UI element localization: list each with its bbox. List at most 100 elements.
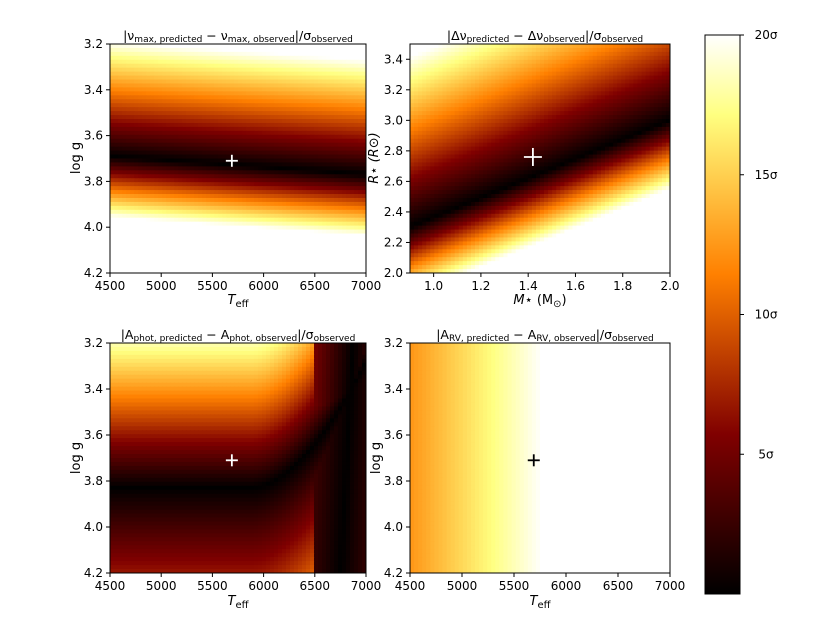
heat-cell	[330, 261, 335, 266]
heat-cell	[122, 67, 127, 73]
heat-cell	[310, 245, 315, 250]
heat-cell	[198, 158, 203, 164]
heat-cell	[182, 134, 187, 140]
heat-cell	[166, 95, 171, 100]
heat-cell	[178, 178, 183, 183]
heat-cell	[238, 51, 243, 57]
heat-cell	[306, 194, 311, 199]
heat-cell	[182, 107, 187, 112]
heat-cell	[479, 107, 484, 112]
heat-cell	[613, 71, 618, 77]
heat-cell	[326, 221, 331, 227]
heat-cell	[552, 59, 557, 65]
heat-cell	[499, 47, 505, 53]
heat-cell	[246, 44, 251, 49]
heat-cell	[346, 217, 351, 223]
heat-cell	[286, 51, 291, 57]
heat-cell	[418, 44, 423, 49]
heat-cell	[242, 269, 247, 273]
heat-cell	[560, 103, 565, 108]
heat-cell	[246, 178, 251, 183]
heat-cell	[154, 146, 159, 152]
heat-cell	[174, 47, 179, 53]
heat-cell	[298, 241, 303, 246]
heat-cell	[130, 83, 135, 89]
heat-cell	[665, 59, 670, 65]
heat-cell	[130, 197, 135, 203]
heat-cell	[334, 146, 339, 152]
heat-cell	[342, 249, 347, 254]
heat-cell	[154, 182, 159, 187]
heat-cell	[266, 237, 271, 243]
heat-cell	[162, 237, 167, 243]
heat-cell	[178, 197, 183, 203]
heat-cell	[338, 122, 343, 128]
heat-cell	[170, 249, 175, 254]
heat-cell	[318, 166, 323, 171]
heat-cell	[362, 146, 366, 152]
heat-cell	[414, 107, 419, 112]
heat-cell	[330, 162, 335, 167]
heat-cell	[258, 217, 263, 223]
heat-cell	[118, 162, 123, 167]
heat-cell	[158, 107, 163, 112]
heat-cell	[483, 67, 488, 73]
heat-cell	[138, 194, 143, 199]
heat-cell	[170, 107, 175, 112]
heat-cell	[613, 47, 618, 53]
heat-cell	[621, 51, 626, 57]
heat-cell	[322, 59, 327, 65]
heat-cell	[523, 44, 529, 49]
heat-cell	[266, 201, 271, 207]
heat-cell	[310, 99, 315, 104]
heat-cell	[358, 197, 363, 203]
heat-cell	[487, 55, 492, 61]
heat-cell	[507, 87, 513, 92]
heat-cell	[588, 99, 594, 104]
heat-cell	[318, 91, 323, 96]
heat-cell	[338, 103, 343, 108]
heat-cell	[130, 170, 135, 175]
heat-cell	[633, 107, 639, 112]
heat-cell	[210, 205, 215, 211]
heat-cell	[326, 178, 331, 183]
heat-cell	[122, 51, 127, 57]
heat-cell	[170, 178, 175, 183]
heat-cell	[617, 111, 622, 116]
heat-cell	[334, 150, 339, 156]
heat-cell	[122, 205, 127, 211]
heat-cell	[511, 83, 517, 89]
heat-cell	[250, 190, 255, 195]
heat-cell	[535, 91, 541, 96]
heat-cell	[527, 55, 533, 61]
heat-cell	[358, 217, 363, 223]
heat-cell	[422, 55, 427, 61]
heat-cell	[122, 83, 127, 89]
heat-cell	[470, 71, 476, 77]
heat-cell	[326, 130, 331, 136]
heat-cell	[170, 150, 175, 156]
heat-cell	[134, 142, 139, 148]
heat-cell	[358, 119, 363, 124]
heat-cell	[254, 142, 259, 148]
heat-cell	[438, 111, 444, 116]
heat-cell	[495, 83, 500, 89]
heat-cell	[350, 178, 355, 183]
heat-cell	[218, 233, 223, 239]
heat-cell	[495, 75, 500, 81]
heat-cell	[258, 95, 263, 100]
heat-cell	[178, 225, 183, 231]
heat-cell	[262, 83, 267, 89]
heat-cell	[234, 245, 239, 250]
heat-cell	[214, 154, 219, 160]
heat-cell	[138, 209, 143, 215]
heat-cell	[334, 221, 339, 227]
heat-cell	[286, 233, 291, 239]
heat-cell	[282, 221, 287, 227]
heat-cell	[298, 225, 303, 231]
heat-cell	[250, 103, 255, 108]
heat-cell	[286, 146, 291, 152]
heat-cell	[535, 59, 541, 65]
heat-cell	[130, 229, 135, 235]
heat-cell	[178, 122, 183, 128]
